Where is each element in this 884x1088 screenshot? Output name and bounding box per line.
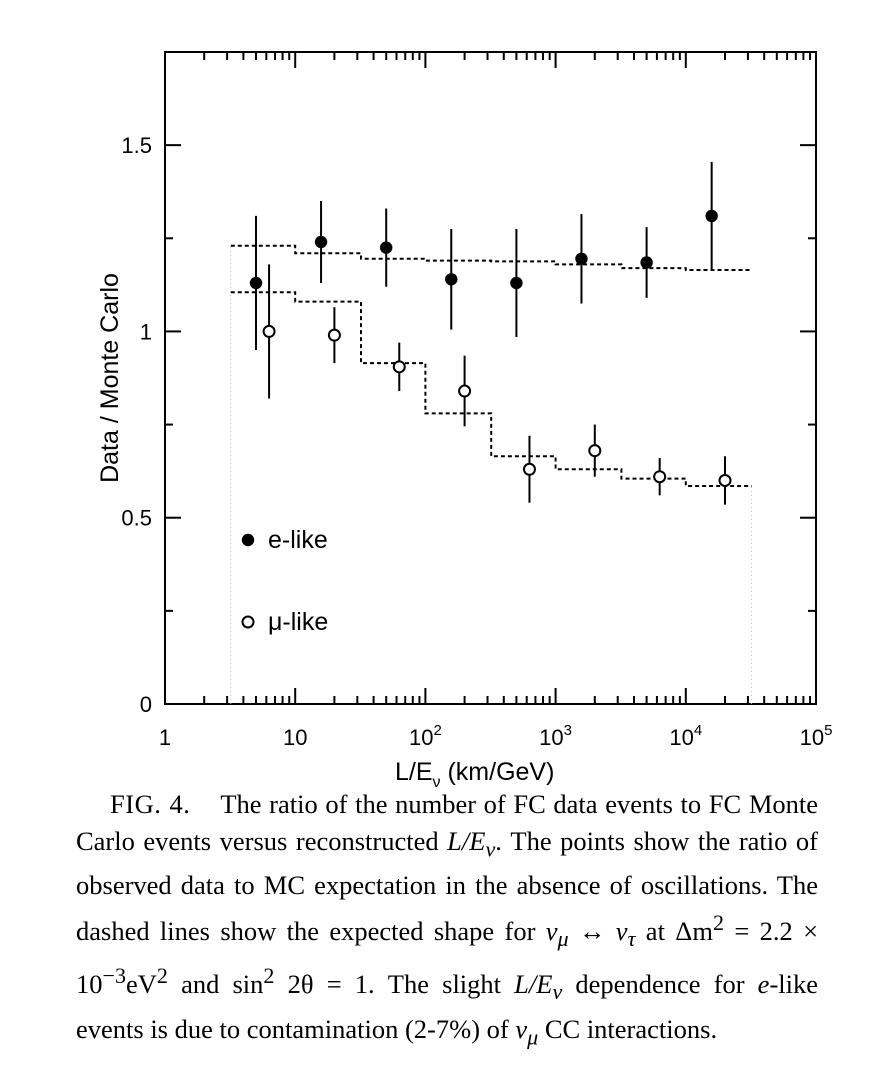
x-tick-label: 1 bbox=[159, 725, 171, 750]
data-point-e-like bbox=[445, 273, 458, 286]
legend-marker-e-like bbox=[241, 533, 255, 547]
data-point-mu-like bbox=[327, 328, 341, 342]
data-point-mu-like bbox=[653, 470, 667, 484]
tick-labels: 1 10 102 103 104 105 0 0.5 1 1.5 bbox=[121, 133, 832, 750]
data-point-e-like bbox=[380, 241, 393, 254]
data-point-e-like bbox=[314, 235, 328, 249]
y-tick-label: 1 bbox=[140, 319, 152, 344]
x-tick-label: 103 bbox=[539, 722, 572, 750]
plot-frame bbox=[164, 51, 817, 705]
y-axis-label: Data / Monte Carlo bbox=[96, 273, 124, 483]
x-tick-label: 102 bbox=[409, 722, 442, 750]
data-point-mu-like bbox=[718, 473, 732, 487]
y-tick-label: 0.5 bbox=[121, 506, 152, 531]
x-tick-label: 10 bbox=[283, 725, 307, 750]
data-point-mu-like bbox=[392, 360, 406, 374]
data-point-e-like bbox=[705, 209, 718, 223]
x-tick-label: 104 bbox=[669, 722, 702, 750]
data-points bbox=[249, 209, 732, 487]
plot-border bbox=[164, 51, 817, 705]
y-tick-label: 1.5 bbox=[121, 133, 152, 158]
y-tick-label: 0 bbox=[140, 692, 152, 717]
data-point-mu-like bbox=[458, 384, 472, 398]
expectation-step-1 bbox=[230, 291, 752, 487]
data-point-mu-like bbox=[588, 444, 602, 458]
legend: e-like μ-like bbox=[241, 526, 328, 636]
figure-caption: FIG. 4. The ratio of the number of FC dat… bbox=[76, 789, 819, 1049]
x-axis-label: L/Eν (km/GeV) bbox=[395, 758, 554, 790]
data-point-mu-like bbox=[522, 462, 536, 476]
legend-label-e-like: e-like bbox=[268, 526, 328, 554]
caption-label: FIG. 4. bbox=[110, 789, 191, 819]
legend-marker-mu-like bbox=[241, 615, 255, 629]
data-point-e-like bbox=[249, 276, 263, 290]
data-point-e-like bbox=[575, 252, 588, 265]
ratio-figure: 1 10 102 103 104 105 0 0.5 1 1.5 e-like μ-like Da… bbox=[96, 51, 832, 790]
data-point-e-like bbox=[640, 256, 653, 269]
legend-label-mu-like: μ-like bbox=[268, 608, 328, 636]
axis-ticks bbox=[165, 52, 816, 704]
expectation-steps bbox=[230, 244, 752, 487]
data-point-mu-like bbox=[262, 324, 276, 338]
data-point-e-like bbox=[510, 276, 523, 290]
expectation-step-0 bbox=[230, 244, 752, 271]
x-tick-label: 105 bbox=[800, 722, 833, 750]
